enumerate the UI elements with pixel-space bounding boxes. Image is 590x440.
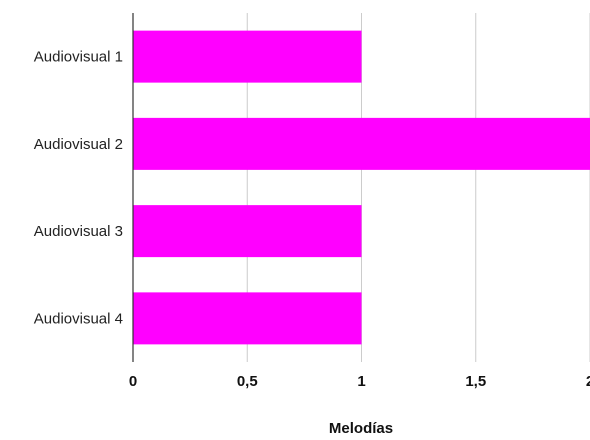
x-tick-label: 0 [129,373,137,390]
category-labels: Audiovisual 1 Audiovisual 2 Audiovisual 3 A… [34,49,123,328]
category-label: Audiovisual 1 [34,49,123,66]
category-label: Audiovisual 2 [34,136,123,153]
bar [133,31,362,83]
bar [133,118,590,170]
x-tick-label: 1,5 [465,373,486,390]
bar [133,205,362,257]
x-tick-labels: 0 0,5 1 1,5 2 [129,373,590,390]
category-label: Audiovisual 4 [34,310,123,327]
x-tick-label: 0,5 [237,373,258,390]
x-tick-label: 1 [357,373,365,390]
bar [133,292,362,344]
x-tick-label: 2 [586,373,590,390]
x-axis-title: Melodías [329,420,393,437]
category-label: Audiovisual 3 [34,223,123,240]
